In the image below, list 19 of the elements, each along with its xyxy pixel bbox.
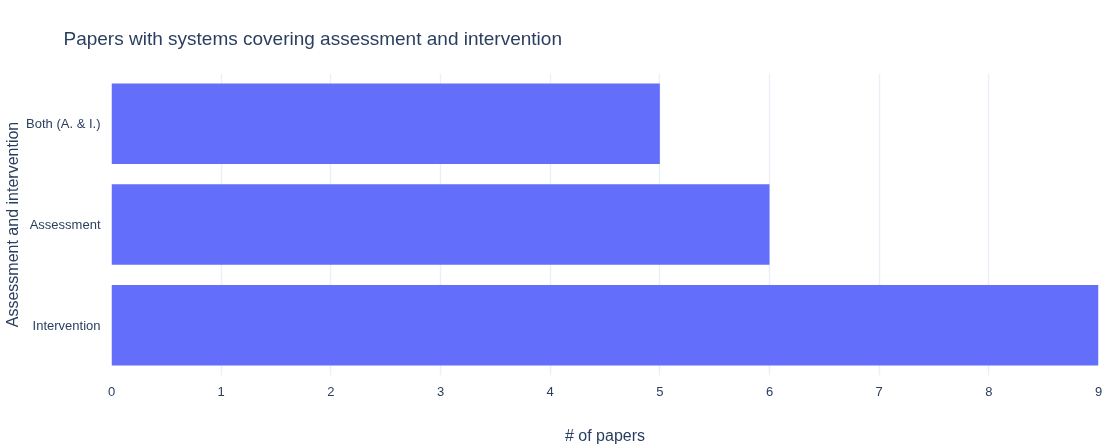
y-tick-label: Intervention bbox=[32, 317, 101, 333]
y-tick-label: Assessment bbox=[29, 217, 101, 232]
bar bbox=[111, 184, 770, 265]
x-axis-title: # of papers bbox=[564, 426, 646, 444]
bar bbox=[111, 284, 1099, 366]
x-tick-label: 7 bbox=[875, 383, 883, 399]
y-axis-title: Assessment and intervention bbox=[4, 121, 22, 328]
x-tick-label: 6 bbox=[765, 383, 774, 399]
x-tick-label: 4 bbox=[546, 383, 554, 399]
x-tick-label: 8 bbox=[985, 383, 993, 399]
x-tick-label: 2 bbox=[327, 383, 335, 399]
x-tick-label: 0 bbox=[107, 383, 116, 399]
x-tick-label: 3 bbox=[436, 383, 445, 399]
y-tick-label: Both (A. & I.) bbox=[26, 116, 101, 132]
x-tick-label: 5 bbox=[656, 383, 664, 399]
bar bbox=[111, 83, 660, 165]
x-tick-label: 1 bbox=[217, 383, 225, 399]
chart-title: Papers with systems covering assessment and intervention bbox=[63, 27, 562, 49]
x-tick-label: 9 bbox=[1094, 383, 1103, 399]
